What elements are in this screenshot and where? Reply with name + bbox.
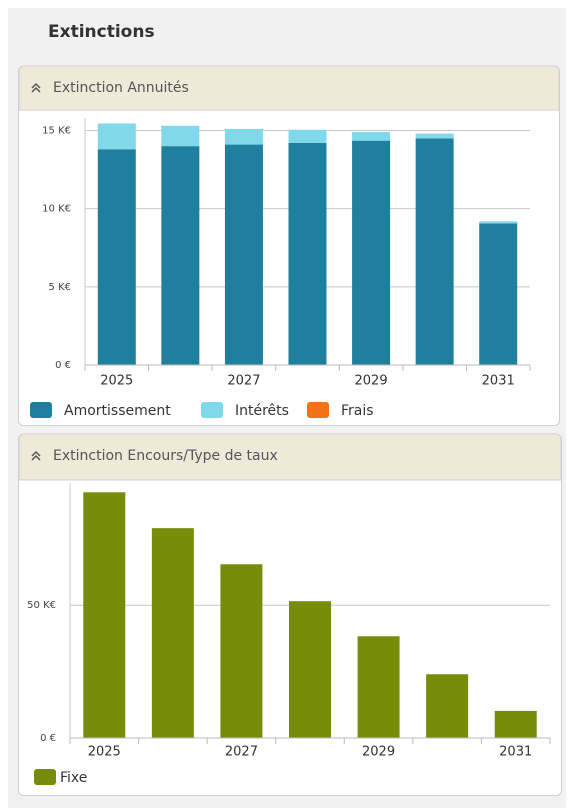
bar xyxy=(161,146,200,365)
legend-label: Fixe xyxy=(60,770,87,786)
panel-title: Extinction Encours/Type de taux xyxy=(53,448,278,464)
bar xyxy=(151,528,194,738)
legend-swatch xyxy=(30,402,52,418)
legend-swatch xyxy=(201,402,223,418)
legend-swatch xyxy=(307,402,329,418)
legend-label: Amortissement xyxy=(64,403,171,419)
bar xyxy=(415,138,454,365)
panel-header[interactable] xyxy=(18,433,562,481)
bar xyxy=(426,674,469,738)
bar xyxy=(288,143,327,365)
x-tick-label: 2029 xyxy=(355,374,388,389)
bar xyxy=(224,144,263,365)
bar xyxy=(494,710,537,738)
bar xyxy=(288,129,327,144)
collapse-icon[interactable] xyxy=(31,82,41,93)
bar xyxy=(289,601,331,738)
bar xyxy=(415,133,454,139)
bar xyxy=(479,221,518,224)
panel-header[interactable] xyxy=(18,65,560,111)
x-tick-label: 2025 xyxy=(88,745,121,760)
bar xyxy=(224,128,263,145)
legend-swatch xyxy=(34,769,56,785)
x-tick-label: 2029 xyxy=(362,745,395,760)
bar xyxy=(357,636,400,738)
x-tick-label: 2025 xyxy=(100,374,133,389)
bar xyxy=(352,140,391,365)
x-tick-label: 2027 xyxy=(225,745,258,760)
legend-label: Frais xyxy=(341,403,374,419)
y-tick-label: 0 € xyxy=(55,360,71,371)
panel-title: Extinction Annuités xyxy=(53,80,189,96)
bar xyxy=(220,564,263,738)
y-tick-label: 10 K€ xyxy=(42,204,71,215)
bar xyxy=(352,132,391,141)
x-tick-label: 2027 xyxy=(227,374,260,389)
bar xyxy=(479,223,518,365)
legend-label: Intérêts xyxy=(235,403,289,419)
y-tick-label: 50 K€ xyxy=(27,600,56,611)
y-tick-label: 0 € xyxy=(40,733,56,744)
collapse-icon[interactable] xyxy=(31,450,41,461)
y-tick-label: 15 K€ xyxy=(42,126,71,137)
bar xyxy=(161,125,200,147)
bar xyxy=(97,149,136,365)
bar xyxy=(83,492,126,738)
x-tick-label: 2031 xyxy=(499,745,532,760)
x-tick-label: 2031 xyxy=(482,374,515,389)
bar xyxy=(97,123,136,150)
section-title: Extinctions xyxy=(48,22,155,42)
y-tick-label: 5 K€ xyxy=(49,282,71,293)
